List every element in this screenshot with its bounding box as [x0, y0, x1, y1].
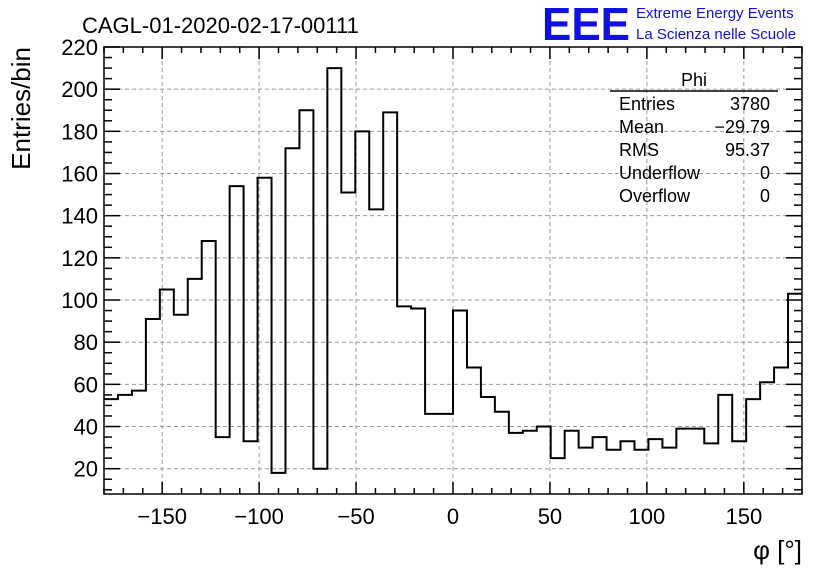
- eee-logo: EEE Extreme Energy Events La Scienza nel…: [542, 0, 796, 50]
- stats-label-entries: Entries: [619, 94, 675, 114]
- y-tick-label: 180: [61, 119, 98, 144]
- logo-mark: EEE: [542, 0, 630, 50]
- stats-value-entries: 3780: [730, 94, 770, 114]
- x-tick-label: −50: [337, 504, 374, 529]
- stats-value-underflow: 0: [760, 163, 770, 183]
- x-axis-title: φ [°]: [753, 535, 802, 565]
- y-tick-label: 140: [61, 204, 98, 229]
- stats-label-rms: RMS: [619, 140, 659, 160]
- stats-value-rms: 95.37: [725, 140, 770, 160]
- y-tick-label: 120: [61, 246, 98, 271]
- tick-labels: −150 −100 −50 0 50 100 150 20 40 60 80 100 120 140 160…: [61, 35, 762, 529]
- y-tick-label: 20: [74, 457, 98, 482]
- x-tick-label: −150: [137, 504, 187, 529]
- stats-value-overflow: 0: [760, 186, 770, 206]
- y-tick-label: 160: [61, 162, 98, 187]
- stats-label-overflow: Overflow: [619, 186, 691, 206]
- y-tick-label: 40: [74, 415, 98, 440]
- x-tick-label: 150: [725, 504, 762, 529]
- stats-name: Phi: [681, 70, 707, 90]
- axis-ticks: [103, 46, 803, 494]
- logo-line-2: La Scienza nelle Scuole: [636, 26, 796, 43]
- x-tick-label: 100: [629, 504, 666, 529]
- x-tick-label: 50: [538, 504, 562, 529]
- stats-value-mean: −29.79: [714, 117, 770, 137]
- stats-label-underflow: Underflow: [619, 163, 701, 183]
- y-tick-label: 200: [61, 77, 98, 102]
- stats-label-mean: Mean: [619, 117, 664, 137]
- stats-box: Phi Entries 3780 Mean −29.79 RMS 95.37 U…: [610, 70, 778, 206]
- y-tick-label: 220: [61, 35, 98, 60]
- y-tick-label: 60: [74, 372, 98, 397]
- y-tick-label: 80: [74, 330, 98, 355]
- chart-title: CAGL-01-2020-02-17-00111: [82, 13, 359, 38]
- logo-line-1: Extreme Energy Events: [636, 5, 794, 22]
- x-tick-label: 0: [447, 504, 459, 529]
- y-axis-title: Entries/bin: [6, 47, 36, 170]
- histogram-series: [104, 67, 802, 474]
- x-tick-label: −100: [234, 504, 284, 529]
- y-tick-label: 100: [61, 288, 98, 313]
- grid-lines: [104, 46, 802, 494]
